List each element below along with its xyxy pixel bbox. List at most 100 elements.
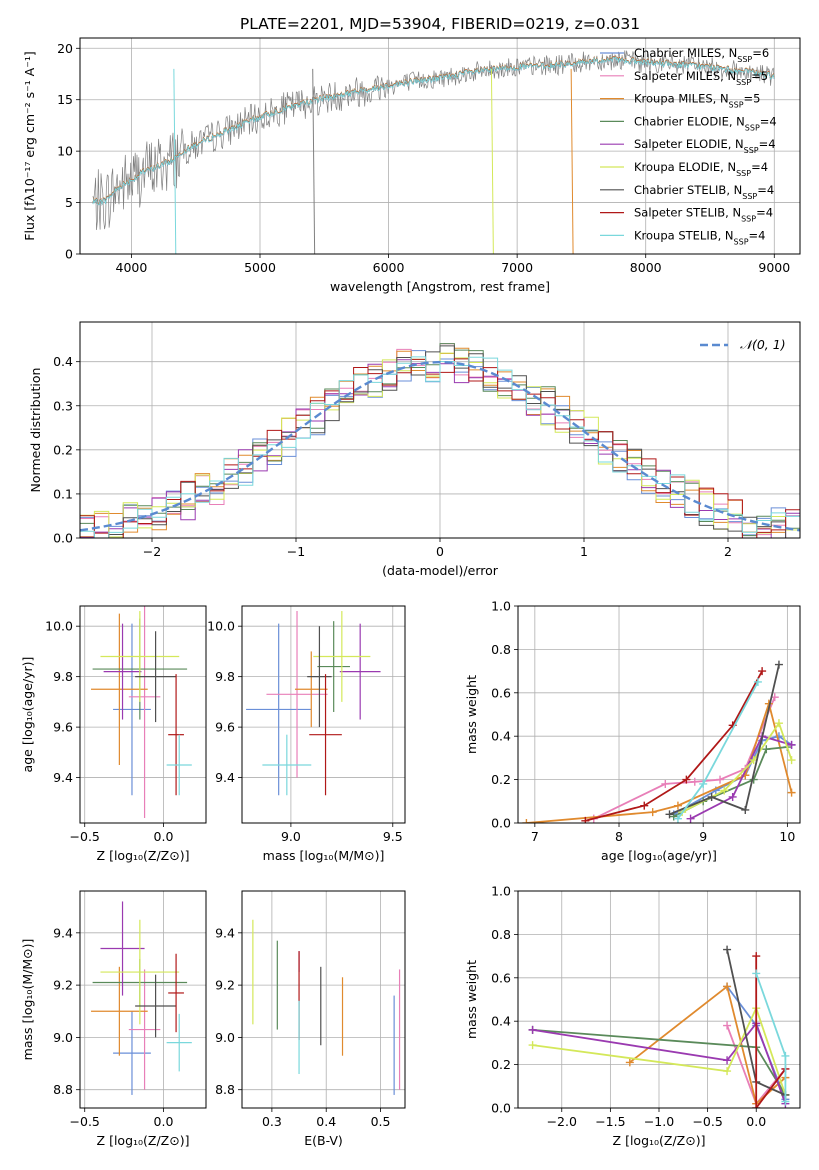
y-axis-label: mass weight — [464, 960, 479, 1039]
y-tick-label: 0.2 — [491, 772, 511, 787]
mass-weight-marker — [648, 808, 657, 817]
mass-weight-marker — [661, 779, 670, 788]
axes-frame — [241, 605, 406, 824]
x-axis-label: mass [log₁₀(M/M⊙)] — [263, 848, 385, 863]
mass-vs-extinction-panel: 0.3 0.4 0.5 8.8 9.0 9.2 9.4 E(B-V) — [215, 890, 406, 1148]
spike-line — [173, 68, 177, 254]
residual-histogram-step — [80, 356, 800, 538]
legend: Chabrier MILES, NSSP=6 Salpeter MILES, NS… — [600, 46, 777, 246]
axes-frame — [79, 890, 207, 1109]
mass-weight-marker — [781, 1051, 790, 1060]
y-tick-label: 0.6 — [491, 685, 511, 700]
x-tick-label: 8 — [615, 829, 623, 844]
mass-weight-marker — [673, 801, 682, 810]
x-tick-label: 7 — [531, 829, 539, 844]
y-tick-label: 9.4 — [215, 770, 235, 785]
figure-title: PLATE=2201, MJD=53904, FIBERID=0219, z=0… — [240, 15, 640, 33]
y-tick-label: 9.8 — [215, 669, 235, 684]
y-tick-label: 9.0 — [215, 1030, 235, 1045]
x-tick-label: 4000 — [116, 260, 148, 275]
mass-weight-marker — [707, 792, 716, 801]
x-axis-label: age [log₁₀(age/yr)] — [601, 848, 717, 863]
mass-weight-line — [526, 700, 793, 823]
mass-weight-line — [593, 696, 776, 820]
mass-weight-line — [669, 664, 780, 816]
mass-weight-marker — [774, 660, 783, 669]
mass-weight-marker — [522, 819, 531, 823]
x-tick-label: 6000 — [373, 260, 405, 275]
plot-area — [91, 606, 192, 818]
y-tick-label: 0.1 — [53, 486, 73, 501]
mass-weight-marker — [669, 812, 678, 821]
mass-weight-marker — [723, 1021, 732, 1030]
y-tick-label: 0.6 — [491, 970, 511, 985]
x-tick-label: 9.0 — [281, 829, 301, 844]
axes-frame — [79, 321, 801, 539]
x-tick-label: 0.0 — [154, 1114, 174, 1129]
mass-weight-line — [532, 1021, 787, 1105]
legend-label: Chabrier MILES, NSSP=6 — [634, 46, 769, 64]
y-tick-label: 9.2 — [215, 978, 235, 993]
y-tick-label: 9.0 — [53, 1030, 73, 1045]
grid — [518, 605, 800, 824]
y-tick-label: 0.8 — [491, 642, 511, 657]
mass-weight-marker — [640, 801, 649, 810]
y-tick-label: 9.4 — [53, 770, 73, 785]
legend-label: Chabrier ELODIE, NSSP=4 — [634, 114, 777, 131]
x-tick-label: 10 — [779, 829, 795, 844]
y-tick-label: 9.4 — [215, 925, 235, 940]
x-tick-label: −1 — [287, 544, 305, 559]
mass-weight-marker — [787, 740, 796, 749]
x-axis-label: Z [log₁₀(Z/Z⊙)] — [613, 1133, 706, 1148]
spectrum-panel: 4000 5000 6000 7000 8000 9000 0 5 10 15 20 waveleng… — [22, 37, 801, 294]
legend-label: 𝒩(0, 1) — [740, 337, 786, 352]
mass-weight-marker — [581, 816, 590, 823]
x-axis-label: Z [log₁₀(Z/Z⊙)] — [97, 848, 190, 863]
mass-weight-marker — [723, 945, 732, 954]
mass-weight-marker — [528, 1041, 537, 1050]
y-tick-label: 0.4 — [491, 1014, 511, 1029]
grid — [80, 606, 206, 823]
legend-label: Kroupa STELIB, NSSP=4 — [634, 228, 765, 246]
mass-weight-marker — [762, 745, 771, 754]
mass-weight-marker — [723, 982, 732, 991]
x-tick-label: −0.5 — [70, 1114, 100, 1129]
mass-weight-marker — [716, 775, 725, 784]
mass-weight-marker — [774, 719, 783, 728]
plot-area — [528, 945, 790, 1108]
gaussian-reference-curve — [80, 360, 800, 532]
mass-weight-marker — [699, 779, 708, 788]
y-tick-label: 0.0 — [53, 531, 73, 546]
mass-weight-marker — [625, 1058, 634, 1067]
mass-weight-marker — [528, 1025, 537, 1034]
x-tick-label: −1.5 — [595, 1114, 625, 1129]
legend-label: Chabrier STELIB, NSSP=4 — [634, 183, 774, 201]
spike-line — [312, 68, 316, 254]
x-axis-label: (data-model)/error — [382, 563, 499, 578]
mass-weight-line — [585, 670, 763, 822]
y-tick-label: 9.2 — [53, 978, 73, 993]
mass-weight-marker — [686, 814, 695, 823]
y-tick-label: 0 — [65, 247, 73, 262]
y-axis-label: Normed distribution — [28, 368, 43, 493]
axes-frame — [79, 37, 801, 255]
x-tick-label: 0 — [436, 544, 444, 559]
x-tick-label: −0.5 — [70, 829, 100, 844]
axes-frame — [517, 605, 801, 824]
mass-weight-marker — [758, 667, 767, 676]
massweight-vs-metallicity-panel: −2.0 −1.5 −1.0 −0.5 0.0 0.0 0.2 0.4 0.6 0.8 1.0 Z [… — [464, 884, 801, 1148]
legend-label: Salpeter STELIB, NSSP=4 — [634, 206, 773, 224]
x-tick-label: 1 — [580, 544, 588, 559]
x-tick-label: −0.5 — [692, 1114, 722, 1129]
y-tick-label: 10 — [57, 144, 73, 159]
y-tick-label: 1.0 — [491, 599, 511, 614]
x-tick-label: 7000 — [501, 260, 533, 275]
mass-weight-marker — [723, 1056, 732, 1065]
y-tick-label: 9.6 — [53, 720, 73, 735]
y-tick-label: 0.0 — [491, 816, 511, 831]
y-axis-label: age [log₁₀(age/yr)] — [20, 657, 35, 773]
y-axis-label: mass weight — [464, 675, 479, 754]
x-tick-label: 0.3 — [262, 1114, 282, 1129]
y-axis-label: Flux [fλ10⁻¹⁷ erg cm⁻² s⁻¹ A⁻¹] — [22, 51, 37, 240]
